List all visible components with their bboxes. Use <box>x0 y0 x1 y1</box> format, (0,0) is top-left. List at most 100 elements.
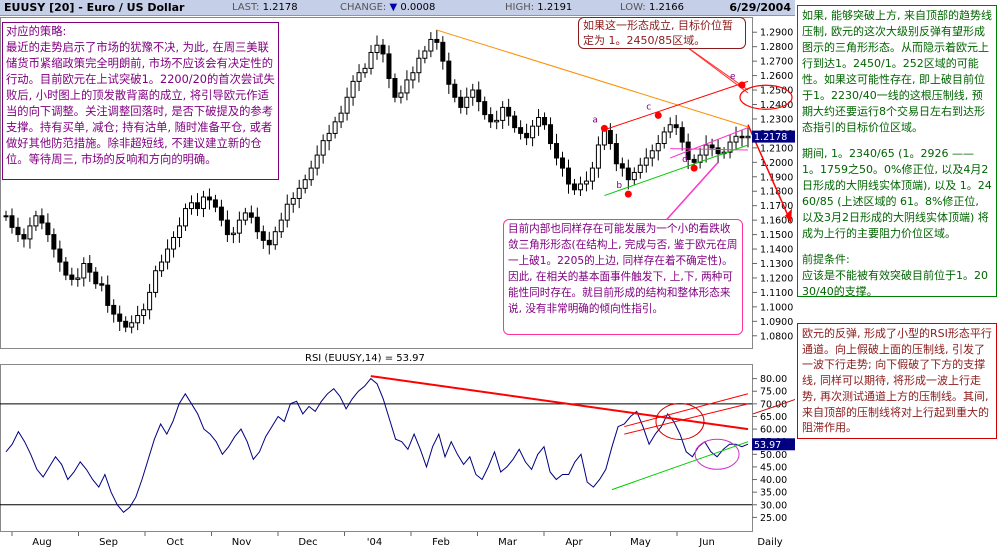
candle-body <box>446 60 452 85</box>
x-tick-label: Sep <box>99 537 118 548</box>
upper-channel-line <box>604 80 749 131</box>
candle-body <box>440 41 446 62</box>
rsi-tick-label: 75.00 <box>760 387 787 398</box>
x-tick-label: Oct <box>166 537 183 548</box>
price-chart: 1.0800 1.0900 1.1000 1.1100 1.1200 1.1300 1.14… <box>0 17 795 349</box>
candle-body <box>356 72 362 82</box>
rsi-title: RSI (EUUSY,14) = 53.97 <box>305 353 425 364</box>
price-tick-label: 1.1000 <box>760 302 793 313</box>
pivot-label-b: b <box>616 181 622 191</box>
candle-body <box>27 225 33 240</box>
candle-body <box>655 143 661 152</box>
pivot-point-b <box>624 190 632 198</box>
candle-body <box>482 101 488 116</box>
x-tick-label: Nov <box>232 537 252 548</box>
candle-body <box>625 167 631 181</box>
candle-body <box>111 304 117 315</box>
candle-body <box>560 157 565 169</box>
x-tick-label: Feb <box>432 537 450 548</box>
candle-body <box>452 83 458 98</box>
pivot-point-a <box>600 124 608 132</box>
candle-body <box>15 226 21 236</box>
candle-body <box>631 171 637 181</box>
candle-body <box>165 248 171 263</box>
candle-body <box>45 222 51 236</box>
candle-body <box>530 125 536 139</box>
rsi-tick-label: 45.00 <box>760 462 787 473</box>
candle-body <box>39 215 45 224</box>
candle-body <box>739 135 745 139</box>
last-price-label: 1.2178 <box>754 132 787 143</box>
candle-body <box>428 38 434 52</box>
candle-body <box>524 132 530 139</box>
candle-body <box>266 239 272 246</box>
rsi-channel-upper-2 <box>624 403 749 435</box>
x-tick-label: Mar <box>498 537 518 548</box>
candle-body <box>554 143 560 159</box>
candle-body <box>260 231 266 241</box>
rsi-support-line <box>611 441 749 491</box>
candle-body <box>518 127 524 134</box>
candle-body <box>21 234 27 240</box>
price-tick-label: 1.2100 <box>760 143 793 154</box>
candle-body <box>338 112 344 123</box>
price-tick-label: 1.2700 <box>760 57 793 68</box>
note-pointer-line <box>679 41 749 94</box>
pivot-point-e <box>738 81 746 89</box>
candle-body <box>577 183 583 191</box>
low-price: LOW: 1.2166 <box>620 2 684 13</box>
rsi-bottom-ellipse <box>694 438 740 470</box>
candle-body <box>667 124 673 133</box>
candle-body <box>75 277 81 280</box>
candle-body <box>386 53 392 79</box>
candle-body <box>745 135 751 139</box>
price-tick-label: 1.1800 <box>760 187 793 198</box>
pivot-point-d <box>690 164 698 172</box>
price-tick-label: 1.2000 <box>760 158 793 169</box>
candle-body <box>464 96 470 108</box>
strategy-note: 对应的策略: 最近的走势启示了市场的犹豫不决, 为此, 在周三美联储货币紧缩政策… <box>2 22 279 180</box>
pivot-label-d: d <box>682 155 688 165</box>
triangle-base-line <box>670 148 749 151</box>
rsi-tick-label: 80.00 <box>760 374 787 385</box>
candle-body <box>410 72 416 81</box>
rsi-tick-label: 70.00 <box>760 399 787 410</box>
candle-body <box>398 92 404 98</box>
candle-body <box>129 322 135 328</box>
candle-body <box>236 219 242 234</box>
candle-body <box>9 215 15 228</box>
candle-body <box>434 38 440 43</box>
candle-body <box>649 150 655 159</box>
candle-body <box>362 67 368 74</box>
candle-body <box>571 183 577 191</box>
candle-body <box>595 144 601 169</box>
candle-body <box>308 167 314 181</box>
breakout-note: 如果, 能够突破上方, 来自顶部的趋势线压制, 欧元的这次大级别反弹有望形成图示… <box>797 5 997 298</box>
candle-body <box>500 106 506 121</box>
candle-body <box>488 114 494 123</box>
x-tick-label: '04 <box>367 537 382 548</box>
candle-body <box>123 320 129 328</box>
candle-body <box>344 96 350 114</box>
candle-body <box>733 135 739 143</box>
rsi-tick-label: 35.00 <box>760 488 787 499</box>
price-tick-label: 1.2400 <box>760 100 793 111</box>
candle-body <box>715 147 721 155</box>
candle-body <box>171 236 177 250</box>
candle-body <box>206 196 212 201</box>
top-resistance-line <box>436 29 749 128</box>
pivot-label-a: a <box>592 115 598 125</box>
last-price-marker <box>752 130 795 143</box>
support-line <box>604 144 749 197</box>
candle-body <box>3 215 9 218</box>
pivot-label-c: c <box>646 102 651 112</box>
x-tick-label: Aug <box>32 537 52 548</box>
candle-body <box>422 50 428 59</box>
price-tick-label: 1.1900 <box>760 172 793 183</box>
triangle-pointer-line <box>659 161 719 228</box>
candle-body <box>302 179 308 189</box>
candle-body <box>326 132 332 142</box>
candle-body <box>548 124 554 145</box>
candle-body <box>117 313 123 322</box>
candle-body <box>63 261 69 276</box>
